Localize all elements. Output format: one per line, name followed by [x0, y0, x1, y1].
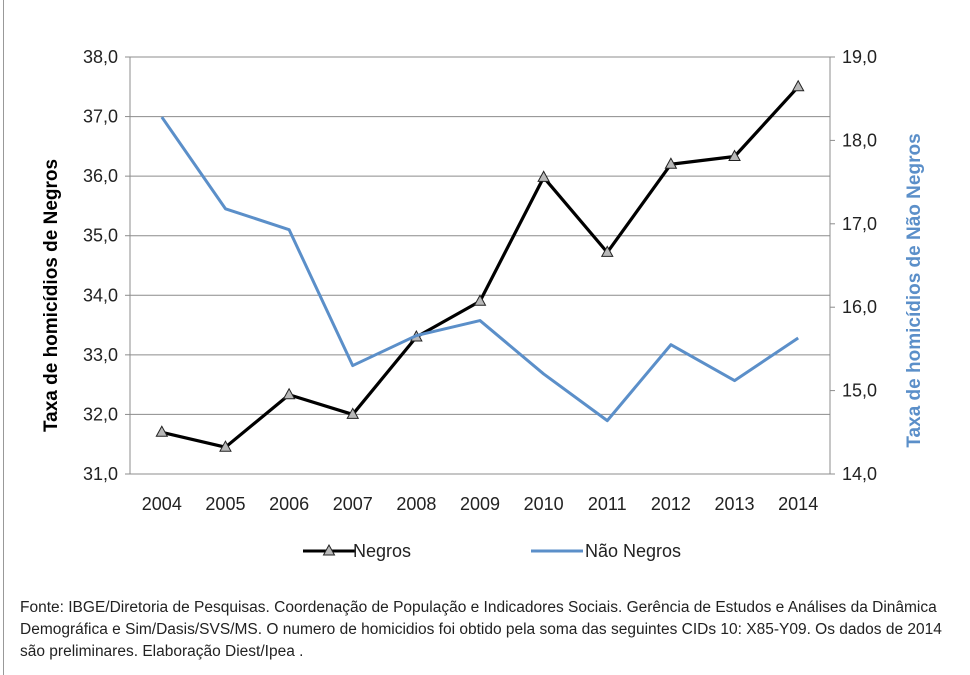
left-tick-label: 35,0 [83, 226, 118, 246]
data-point [537, 170, 550, 182]
source-note: Fonte: IBGE/Diretoria de Pesquisas. Coor… [20, 599, 942, 660]
data-point [791, 79, 805, 92]
right-tick-label: 14,0 [842, 464, 877, 484]
x-tick-label: 2014 [778, 494, 818, 514]
data-point [346, 407, 360, 419]
left-tick-label: 33,0 [83, 345, 118, 365]
legend-label-1: Negros [353, 541, 411, 561]
x-tick-label: 2008 [396, 494, 436, 514]
data-point [664, 157, 678, 169]
left-tick-label: 32,0 [83, 404, 118, 424]
right-tick-label: 19,0 [842, 47, 877, 67]
left-tick-label: 38,0 [83, 47, 118, 67]
x-tick-label: 2006 [269, 494, 309, 514]
x-tick-label: 2011 [588, 494, 627, 514]
data-point [219, 440, 232, 452]
series-line-2 [160, 116, 800, 423]
left-tick-label: 36,0 [83, 166, 118, 186]
right-tick-label: 15,0 [842, 381, 877, 401]
left-tick-label: 37,0 [83, 107, 118, 127]
right-tick-label: 16,0 [842, 297, 877, 317]
legend-marker-1 [322, 543, 336, 556]
right-tick-label: 18,0 [842, 130, 877, 150]
x-tick-label: 2013 [715, 494, 755, 514]
right-tick-label: 17,0 [842, 214, 877, 234]
left-tick-label: 31,0 [83, 464, 118, 484]
x-tick-label: 2010 [524, 494, 564, 514]
series-line-1 [161, 85, 800, 449]
x-tick-label: 2012 [651, 494, 691, 514]
right-axis-title: Taxa de homicídios de Não Negros [904, 133, 925, 447]
x-tick-label: 2005 [205, 494, 245, 514]
data-point [282, 387, 296, 400]
x-tick-label: 2007 [333, 494, 373, 514]
data-point [728, 149, 741, 161]
frame-border [3, 0, 4, 675]
data-point [473, 294, 487, 306]
left-axis-title: Taxa de homicídios de Negros [41, 159, 62, 432]
left-tick-label: 34,0 [83, 285, 118, 305]
x-tick-label: 2009 [460, 494, 500, 514]
x-tick-label: 2004 [142, 494, 182, 514]
line-chart: 31,0 32,0 33,0 34,0 35,0 36,0 37,0 38,0 14,0 15,0… [41, 47, 925, 561]
data-point [155, 425, 169, 437]
legend-label-2: Não Negros [585, 541, 681, 561]
data-point [600, 245, 614, 257]
